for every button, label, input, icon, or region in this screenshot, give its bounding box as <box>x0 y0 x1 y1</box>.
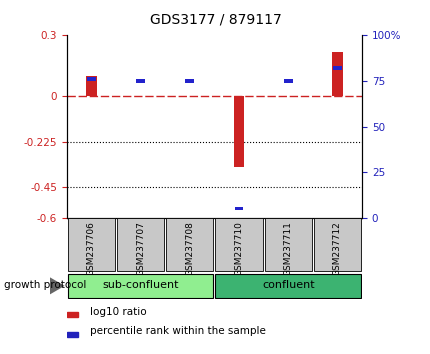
Text: percentile rank within the sample: percentile rank within the sample <box>90 326 266 336</box>
FancyBboxPatch shape <box>215 274 360 298</box>
FancyBboxPatch shape <box>68 274 213 298</box>
Text: GSM237712: GSM237712 <box>332 222 341 276</box>
FancyBboxPatch shape <box>68 218 115 272</box>
Text: GSM237708: GSM237708 <box>185 222 194 276</box>
FancyBboxPatch shape <box>117 218 164 272</box>
Text: sub-confluent: sub-confluent <box>102 280 178 290</box>
Text: GSM237707: GSM237707 <box>136 222 145 276</box>
Bar <box>136 79 145 83</box>
Text: GSM237710: GSM237710 <box>234 222 243 276</box>
Text: GSM237706: GSM237706 <box>87 222 96 276</box>
Bar <box>234 207 243 210</box>
Text: GSM237711: GSM237711 <box>283 222 292 276</box>
Bar <box>233 96 244 167</box>
Bar <box>86 76 97 96</box>
Text: confluent: confluent <box>261 280 314 290</box>
Polygon shape <box>49 277 64 295</box>
Bar <box>185 79 194 83</box>
FancyBboxPatch shape <box>313 218 360 272</box>
Text: GDS3177 / 879117: GDS3177 / 879117 <box>149 12 281 27</box>
Text: growth protocol: growth protocol <box>4 280 86 290</box>
FancyBboxPatch shape <box>264 218 311 272</box>
Bar <box>332 67 341 70</box>
FancyBboxPatch shape <box>166 218 213 272</box>
Bar <box>283 79 292 83</box>
Bar <box>87 77 95 81</box>
FancyBboxPatch shape <box>215 218 262 272</box>
Bar <box>331 52 342 96</box>
Text: log10 ratio: log10 ratio <box>90 307 147 317</box>
Bar <box>67 332 78 337</box>
Bar <box>67 312 78 317</box>
